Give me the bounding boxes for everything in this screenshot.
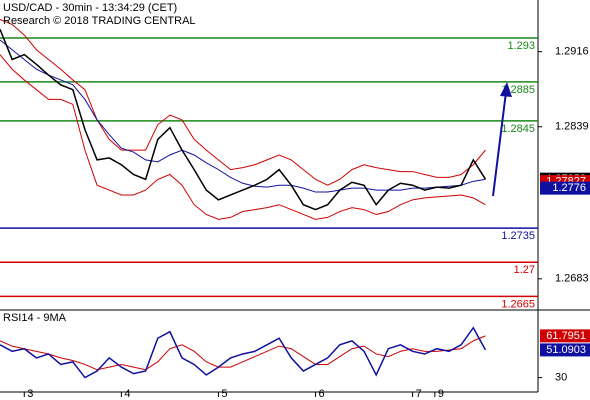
last-value-label: 61.7951 [546,330,586,342]
x-tick-label: 3 [27,388,33,400]
x-tick-label: 6 [319,388,325,400]
x-tick-label: 7 [416,388,422,400]
level-label: 1.27 [514,264,535,276]
y-tick-label: 1.2916 [555,46,589,58]
series-line [0,28,487,211]
y-tick-label: 30 [555,371,567,383]
plot: 1.26831.28391.29161.2931.28851.28451.273… [0,19,590,400]
level-label: 1.2665 [501,298,535,310]
series-line [0,39,486,193]
y-tick-label: 1.2683 [555,273,589,285]
series-line [0,19,486,186]
last-value-box [540,329,590,343]
series-line [0,335,486,371]
series-line [0,326,487,379]
arrow-head [500,82,512,97]
x-tick-label: 5 [221,388,227,400]
x-tick-label: 9 [438,388,444,400]
x-tick-label: 4 [124,388,130,400]
level-label: 1.293 [507,40,535,52]
y-tick-label: 1.2839 [555,121,589,133]
chart-subtitle: Research © 2018 TRADING CENTRAL [3,15,196,27]
last-value-box [540,181,590,195]
series-line [0,54,486,220]
level-label: 1.2845 [501,123,535,135]
last-value-label: 51.0903 [546,344,586,356]
last-value-box [540,343,590,357]
level-label: 1.2735 [501,230,535,242]
chart-title: USD/CAD - 30min - 13:34:29 (CET) [3,2,177,14]
last-value-label: 1.2776 [552,182,586,194]
forecast-arrow [492,91,507,197]
rsi-title: RSI14 - 9MA [3,312,67,324]
